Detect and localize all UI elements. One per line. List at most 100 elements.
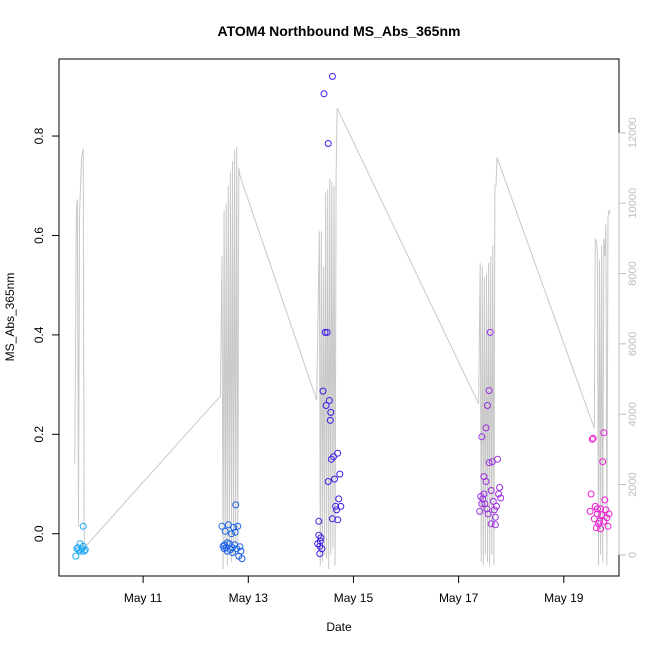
data-point-series-5: [592, 524, 600, 532]
data-point-series-4: [495, 490, 503, 498]
data-point-series-4: [490, 506, 498, 514]
data-point-series-4: [496, 484, 504, 491]
data-point-series-2: [236, 543, 244, 551]
y2-tick-label: 8000: [627, 261, 639, 285]
data-point-series-3: [327, 408, 335, 416]
data-point-series-3: [322, 402, 330, 409]
data-point-series-5: [600, 517, 608, 525]
data-point-series-2: [238, 555, 246, 563]
y-axis-label: MS_Abs_365nm: [3, 273, 17, 362]
y-tick-label: 0.8: [32, 127, 46, 144]
x-tick-label: May 15: [334, 591, 374, 605]
secondary-series-line: [74, 107, 611, 570]
data-point-series-5: [598, 511, 606, 519]
data-point-series-3: [328, 515, 336, 523]
data-point-series-4: [478, 500, 486, 508]
data-point-series-3: [330, 453, 337, 461]
data-point-series-3: [331, 475, 338, 483]
data-point-series-4: [487, 520, 495, 528]
data-point-series-3: [332, 502, 340, 510]
y2-tick-label: 2000: [627, 472, 639, 496]
x-axis: May 11 May 13 May 15 May 17 May 19: [124, 575, 584, 605]
data-point-series-5: [587, 490, 595, 498]
data-point-series-2: [218, 522, 226, 530]
data-point-series-5: [597, 525, 605, 533]
y-tick-label: 0.2: [32, 426, 46, 443]
y2-tick-label: 0: [627, 552, 639, 558]
data-point-series-4: [480, 490, 488, 498]
data-point-series-3: [334, 449, 342, 457]
data-point-series-3: [333, 506, 341, 514]
data-point-series-1: [79, 522, 87, 530]
data-point-series-3: [336, 470, 344, 478]
y-axis: 0.0 0.2 0.4 0.6 0.8: [32, 127, 60, 542]
data-point-series-4: [491, 513, 499, 521]
y-tick-label: 0.4: [32, 326, 46, 343]
data-point-series-5: [593, 505, 601, 513]
data-point-series-1: [79, 542, 87, 550]
data-point-series-3: [334, 516, 342, 524]
y2-tick-label: 6000: [627, 332, 639, 356]
chart-title: ATOM4 Northbound MS_Abs_365nm: [218, 23, 461, 39]
data-point-series-4: [485, 387, 493, 395]
y-tick-label: 0.6: [32, 227, 46, 244]
data-point-series-3: [324, 140, 332, 147]
y2-tick-label: 12000: [627, 118, 639, 149]
data-point-series-4: [485, 459, 493, 467]
data-point-series-5: [600, 429, 608, 437]
data-point-series-4: [484, 402, 491, 409]
data-point-series-5: [605, 510, 613, 518]
scatter-points-layer: [72, 72, 613, 563]
data-point-series-2: [223, 539, 231, 547]
data-point-series-4: [486, 328, 494, 336]
data-point-series-2: [234, 522, 242, 530]
data-point-series-4: [478, 433, 486, 441]
secondary-y-axis: 0 2000 4000 6000 8000 10000 12000: [618, 118, 639, 558]
data-point-series-2: [221, 527, 229, 535]
data-point-series-2: [231, 528, 239, 536]
x-tick-label: May 19: [544, 591, 584, 605]
data-point-series-4: [483, 505, 491, 513]
x-tick-label: May 11: [124, 591, 163, 605]
data-point-series-5: [596, 517, 603, 525]
data-point-series-5: [599, 458, 607, 466]
y2-tick-label: 4000: [627, 402, 639, 426]
data-point-series-5: [593, 510, 601, 518]
data-point-series-2: [229, 549, 236, 557]
x-tick-label: May 17: [439, 591, 479, 605]
data-point-series-3: [323, 328, 331, 336]
data-point-series-1: [72, 552, 80, 560]
data-point-series-3: [321, 328, 329, 336]
data-point-series-1: [80, 547, 88, 555]
data-point-series-2: [228, 530, 235, 538]
data-point-series-3: [319, 387, 327, 395]
data-point-series-3: [315, 517, 323, 525]
data-point-series-4: [497, 494, 505, 502]
y-tick-label: 0.0: [32, 525, 46, 542]
data-point-series-5: [586, 507, 594, 515]
data-point-series-5: [604, 522, 612, 530]
data-point-series-3: [326, 416, 334, 424]
data-point-series-5: [601, 496, 609, 504]
data-point-series-5: [588, 435, 596, 443]
data-point-series-4: [484, 510, 492, 518]
data-point-series-2: [229, 544, 236, 552]
data-point-series-3: [325, 397, 333, 404]
data-point-series-2: [232, 501, 240, 509]
data-point-series-3: [320, 90, 328, 98]
data-point-series-3: [335, 495, 343, 503]
secondary-series-layer: [74, 107, 611, 570]
x-axis-label: Date: [326, 620, 352, 634]
data-point-series-2: [237, 547, 245, 555]
y2-tick-label: 10000: [627, 188, 639, 219]
data-point-series-4: [494, 455, 501, 463]
data-point-series-4: [493, 502, 500, 510]
data-point-series-4: [482, 478, 490, 485]
data-point-series-4: [476, 507, 484, 515]
data-point-series-3: [328, 72, 336, 80]
data-point-series-3: [316, 542, 324, 550]
data-point-series-4: [482, 424, 490, 432]
data-point-series-1: [81, 546, 89, 554]
data-point-series-4: [487, 487, 495, 494]
